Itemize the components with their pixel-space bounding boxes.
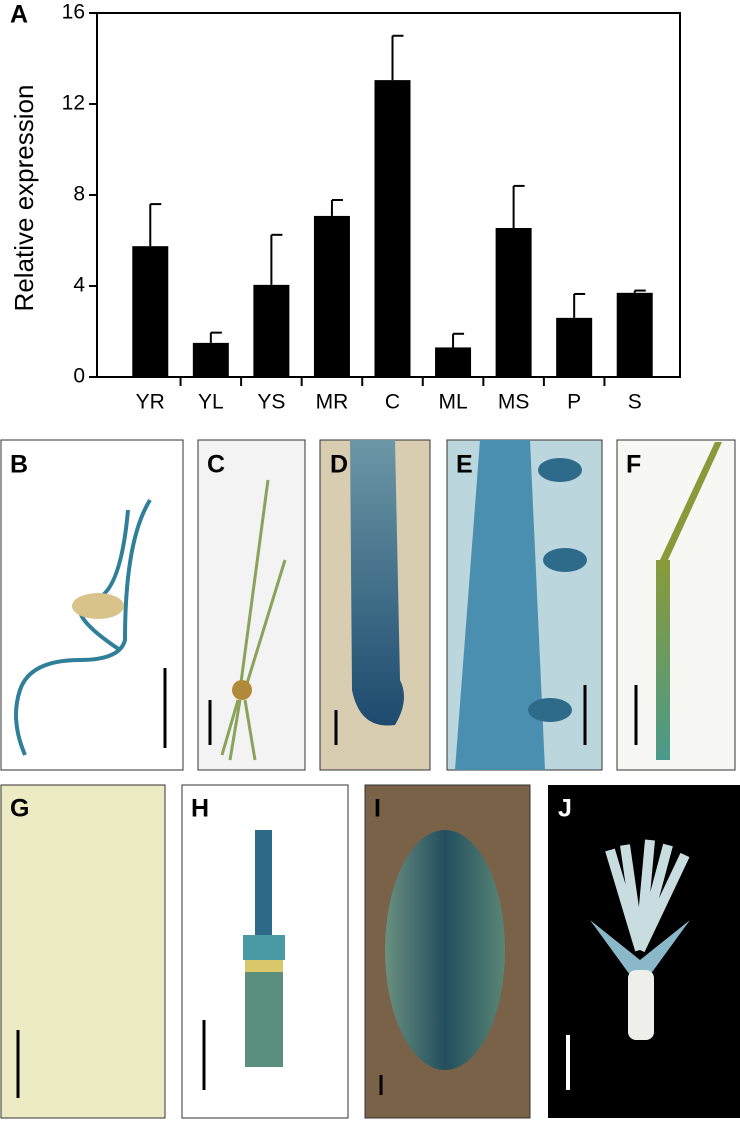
panel-f <box>616 439 736 771</box>
y-tick-label: 12 <box>62 92 85 115</box>
bar <box>253 284 290 377</box>
x-tick-label: YR <box>136 391 165 414</box>
bar <box>192 342 229 377</box>
panel-label: A <box>10 1 28 29</box>
bar <box>495 227 532 377</box>
panel-label: D <box>330 451 348 479</box>
y-tick-label: 8 <box>73 183 85 206</box>
plot-frame <box>96 12 681 378</box>
y-tick-label: 0 <box>73 365 85 388</box>
panel-label: B <box>10 451 28 479</box>
panel-label: J <box>558 795 572 823</box>
x-tick-label: ML <box>438 391 467 414</box>
bar <box>556 317 593 377</box>
x-tick-label: MS <box>498 391 530 414</box>
x-tick-label: S <box>628 391 642 414</box>
panel-label: F <box>626 451 641 479</box>
x-tick-label: P <box>567 391 581 414</box>
panel-label: G <box>10 795 29 823</box>
x-tick-label: MR <box>316 391 349 414</box>
bar <box>435 347 472 377</box>
photo-panels <box>0 439 740 1119</box>
bar <box>374 80 411 378</box>
bar <box>616 292 653 377</box>
panel-label: I <box>374 795 381 823</box>
y-axis-label: Relative expression <box>9 85 39 312</box>
panel-label: C <box>207 451 225 479</box>
panel-label: H <box>191 795 209 823</box>
y-tick-label: 4 <box>73 274 85 297</box>
bar <box>313 215 350 377</box>
panel-label: E <box>456 451 473 479</box>
x-tick-label: YL <box>198 391 224 414</box>
bar <box>132 246 169 377</box>
y-tick-label: 16 <box>62 1 85 24</box>
x-tick-label: C <box>385 391 400 414</box>
x-tick-label: YS <box>257 391 285 414</box>
panel-g <box>0 784 166 1119</box>
